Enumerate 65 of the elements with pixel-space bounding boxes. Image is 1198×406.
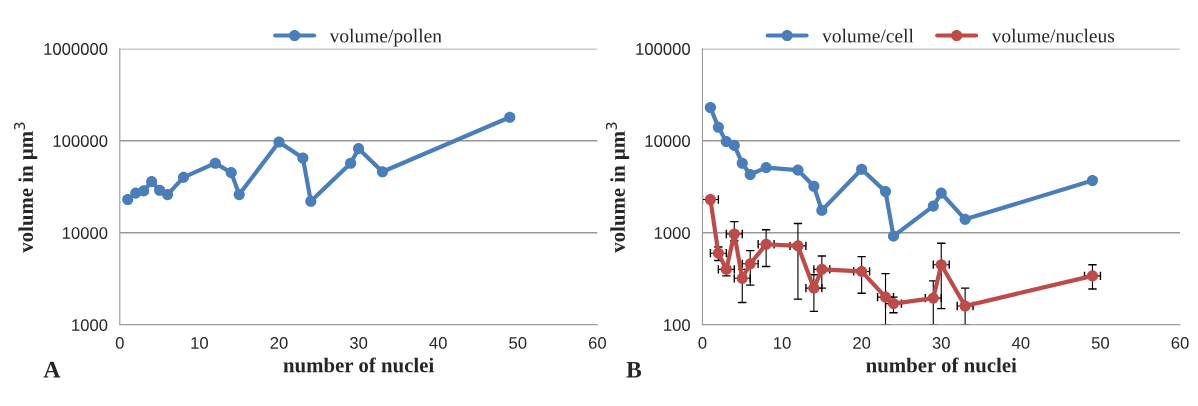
x-axis-title: number of nuclei: [866, 357, 1017, 373]
point: [856, 163, 868, 175]
x-tick-label: 10: [191, 337, 209, 349]
point: [345, 157, 357, 169]
y-axis-title: volume in μm$^{3}$: [14, 122, 38, 253]
point: [760, 162, 772, 174]
legend-label: volume/cell: [822, 28, 914, 43]
y-tick-label: 10000: [62, 227, 108, 239]
point: [122, 193, 134, 206]
point: [792, 164, 804, 176]
point: [856, 265, 868, 277]
point: [305, 195, 317, 207]
x-tick-label: 50: [1091, 337, 1110, 349]
y-tick-label: 10000: [645, 135, 690, 147]
point: [712, 121, 724, 133]
point: [808, 180, 820, 192]
point: [816, 204, 828, 216]
point: [887, 230, 900, 242]
point: [744, 168, 756, 181]
point: [376, 166, 389, 178]
point: [146, 176, 158, 188]
y-tick-label: 1000: [654, 227, 690, 239]
point: [959, 213, 971, 225]
point: [273, 136, 285, 148]
x-tick-label: 50: [509, 337, 527, 349]
point: [704, 193, 716, 206]
x-tick-label: 20: [853, 337, 871, 349]
x-tick-label: 10: [774, 337, 791, 349]
x-tick-label: 60: [1171, 337, 1189, 349]
y-tick-label: 100000: [53, 135, 108, 147]
y-tick-label: 100: [664, 319, 690, 331]
point: [209, 157, 221, 169]
text: B: [626, 361, 642, 378]
x-tick-label: 30: [932, 337, 950, 349]
point: [1086, 174, 1099, 187]
point: [138, 185, 150, 197]
legend-label: volume/pollen: [329, 28, 442, 47]
point: [728, 139, 740, 151]
legend-label: volume/nucleus: [991, 28, 1115, 43]
x-tick-label: 0: [698, 337, 707, 349]
text: A: [43, 361, 61, 378]
x-tick-label: 30: [349, 337, 368, 349]
y-tick-label: 100000: [636, 43, 690, 55]
x-tick-label: 40: [429, 337, 447, 349]
x-tick-label: 40: [1011, 337, 1030, 349]
point: [353, 143, 365, 155]
x-tick-label: 0: [115, 337, 124, 349]
x-axis-title: number of nuclei: [283, 357, 434, 373]
point: [177, 171, 190, 183]
y-axis-title: volume in μm$^{3}$: [605, 122, 630, 253]
point: [935, 187, 947, 199]
point: [927, 200, 939, 212]
point: [704, 101, 716, 114]
x-tick-label: 20: [270, 337, 288, 349]
y-tick-label: 1000: [72, 319, 108, 331]
point: [736, 157, 748, 169]
point: [233, 189, 245, 201]
point: [879, 186, 892, 198]
y-tick-label: 1000000: [44, 43, 108, 55]
point: [504, 111, 516, 123]
x-tick-label: 60: [588, 337, 606, 349]
point: [297, 152, 309, 164]
point: [162, 189, 174, 201]
point: [720, 136, 732, 148]
point: [225, 167, 237, 179]
